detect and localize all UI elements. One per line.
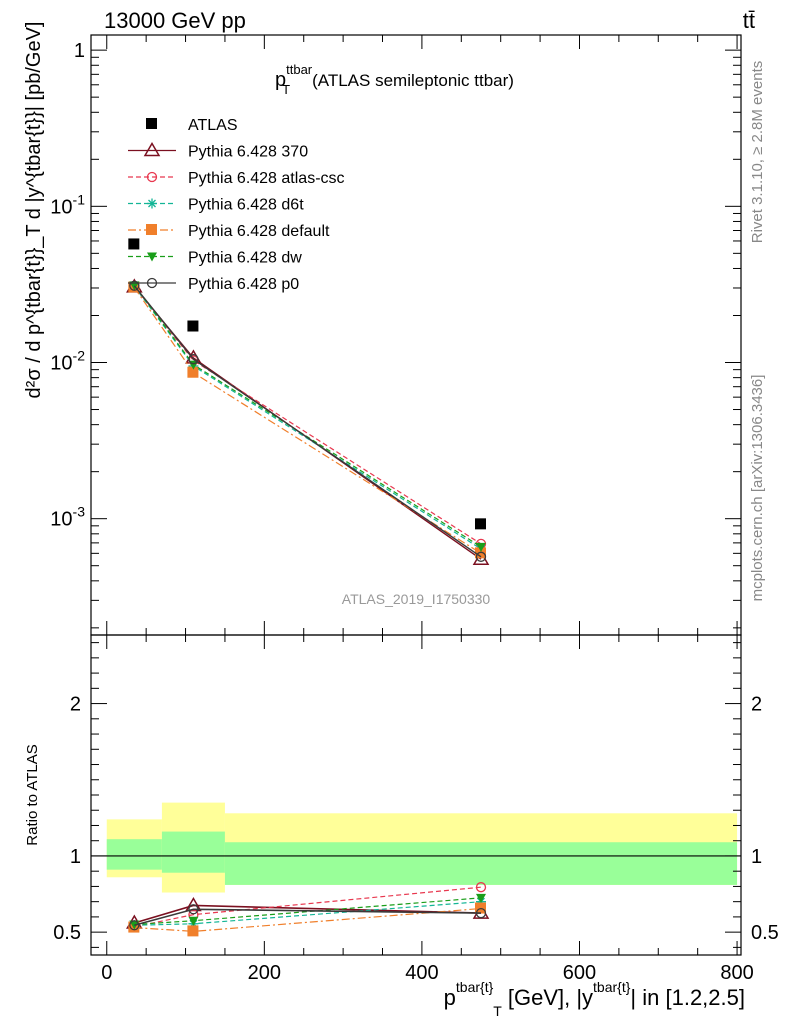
ratio-frame — [90, 634, 742, 956]
ratio-point — [187, 925, 199, 937]
rivet-label: Rivet 3.1.10, ≥ 2.8M events — [749, 61, 766, 244]
ratio-line — [134, 904, 482, 924]
legend-label: Pythia 6.428 dw — [188, 250, 302, 267]
series-0 — [128, 238, 486, 530]
x-label-end: | in [1.2,2.5] — [630, 985, 745, 1010]
x-label-sup1: tbar{t} — [456, 979, 494, 995]
x-label-main: p — [444, 985, 456, 1010]
series-6 — [129, 280, 487, 562]
data-point — [129, 280, 140, 291]
ratio-point — [476, 893, 486, 903]
legend-marker — [147, 198, 157, 209]
x-label-sub: T — [493, 1003, 502, 1019]
legend-marker — [146, 171, 158, 183]
y-tick-label: 10-3 — [50, 504, 85, 531]
process-label: tt̄ — [743, 8, 755, 33]
ratio-point — [475, 882, 487, 893]
y-tick-label: 1 — [74, 40, 85, 62]
uncertainty-band-inner — [161, 831, 225, 873]
ratio-line — [134, 908, 482, 927]
data-point — [188, 354, 199, 365]
series-5 — [129, 281, 486, 552]
ratio-point — [188, 904, 199, 915]
data-point — [187, 366, 199, 378]
title-sub: T — [282, 82, 290, 97]
x-tick-label: 0 — [101, 962, 112, 984]
y-tick-label-exp: -2 — [73, 348, 86, 364]
y-tick-label-base: 10 — [50, 196, 72, 218]
y-tick-label-exp: -3 — [73, 504, 86, 520]
y-axis-label-text: d²σ / d p^{tbar{t}}_T d |y^{tbar{t}}| [p… — [23, 22, 45, 399]
series-1 — [126, 278, 490, 565]
ratio-series-3 — [128, 902, 486, 937]
title-main: p — [275, 69, 286, 91]
y-axis-label: d²σ / d p^{tbar{t}}_T d |y^{tbar{t}}| [p… — [23, 22, 45, 399]
data-point — [187, 320, 199, 332]
ratio-y-tick-label-right: 0.5 — [751, 922, 779, 944]
data-point — [475, 518, 486, 530]
ratio-series-5 — [129, 904, 487, 931]
x-tick-label: 800 — [720, 962, 753, 984]
main-plot-panel: pttbar T (ATLAS semileptonic ttbar) ATLAS_… — [23, 22, 742, 636]
watermark: ATLAS_2019_I1750330 — [342, 591, 491, 607]
x-tick-label: 600 — [563, 962, 596, 984]
x-tick-label: 200 — [248, 962, 281, 984]
y-tick-label-base: 10 — [50, 353, 72, 375]
legend-label: Pythia 6.428 default — [188, 223, 330, 240]
ratio-y-tick-label-right: 2 — [751, 694, 762, 716]
y-tick-label-exp: -1 — [73, 191, 86, 207]
legend-label: Pythia 6.428 atlas-csc — [188, 170, 345, 187]
legend-label: Pythia 6.428 d6t — [188, 197, 304, 214]
mcplots-label: mcplots.cern.ch [arXiv:1306.3436] — [749, 375, 766, 602]
legend: ATLAS Pythia 6.428 370 Pythia 6.428 atlas-… — [128, 117, 345, 293]
ratio-point — [129, 920, 140, 931]
x-axis-label: ptbar{t}T[GeV], |ytbar{t}| in [1.2,2.5] — [444, 979, 745, 1019]
energy-label: 13000 GeV pp — [104, 8, 246, 33]
series-line — [133, 286, 482, 560]
title-sup: ttbar — [286, 62, 313, 77]
title-rest: (ATLAS semileptonic ttbar) — [312, 71, 514, 90]
y-tick-label: 10-1 — [50, 191, 85, 218]
legend-label: Pythia 6.428 p0 — [188, 276, 299, 293]
legend-label: Pythia 6.428 370 — [188, 144, 308, 161]
ratio-plot-panel: 0.5 0.5 1 1 2 2 0 200 400 600 800 Ratio to ATLAS p… — [24, 634, 779, 1019]
legend-marker — [146, 277, 158, 289]
series-line — [133, 285, 482, 550]
legend-label: ATLAS — [188, 117, 238, 134]
ratio-y-tick-label: 0.5 — [53, 922, 81, 944]
y-tick-label: 10-2 — [50, 348, 85, 375]
ratio-y-tick-label: 2 — [70, 694, 81, 716]
data-point — [128, 238, 140, 250]
series-line — [133, 284, 482, 548]
uncertainty-band-inner — [224, 842, 738, 885]
y-tick-label-base: 10 — [50, 509, 72, 531]
ratio-y-tick-label-right: 1 — [751, 846, 762, 868]
plot-title: pttbar T (ATLAS semileptonic ttbar) — [275, 62, 514, 97]
legend-marker — [146, 118, 157, 129]
ratio-point — [188, 916, 199, 926]
uncertainty-band-inner — [106, 839, 162, 870]
series-line — [133, 286, 482, 545]
legend-marker — [146, 224, 157, 235]
legend-marker-stroke — [148, 199, 156, 208]
x-label-mid: [GeV], |y — [508, 985, 593, 1010]
series-4 — [128, 281, 486, 559]
ratio-y-tick-label: 1 — [70, 846, 81, 868]
data-point — [475, 551, 487, 562]
series-line — [133, 285, 482, 558]
legend-marker — [147, 252, 157, 262]
series-2 — [129, 281, 487, 550]
legend-marker — [143, 142, 161, 157]
ratio-y-label: Ratio to ATLAS — [24, 744, 41, 845]
x-label-sup2: tbar{t} — [593, 979, 631, 995]
data-point — [476, 542, 486, 552]
ratio-point — [475, 907, 487, 919]
x-tick-label: 400 — [405, 962, 438, 984]
